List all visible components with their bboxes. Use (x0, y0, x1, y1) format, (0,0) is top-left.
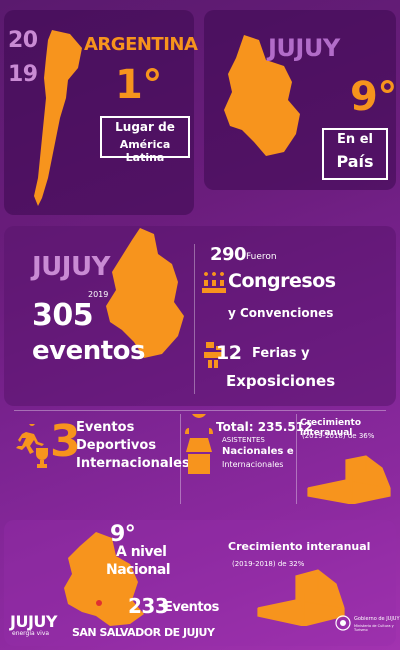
stats-top-line (14, 410, 386, 411)
jujuy-map-icon (224, 35, 300, 156)
events-label: eventos (32, 336, 146, 366)
argentina-rank: 1° (115, 62, 162, 108)
growth-title-1: Crecimiento interanual (300, 418, 362, 438)
city-rank-line1: A nivel (116, 544, 167, 560)
city-events-count: 233 (128, 594, 169, 618)
brand-logo: JUJUY (10, 612, 57, 631)
argentina-rank-box (100, 116, 190, 158)
total-line2: Internacionales (222, 460, 284, 469)
events-jujuy-title: JUJUY (32, 252, 110, 282)
sports-line1: Eventos (76, 420, 135, 435)
stats-divider-1 (180, 414, 181, 504)
fair-icon (204, 342, 222, 368)
congress-line2: y Convenciones (228, 306, 334, 320)
sports-count: 3 (50, 416, 81, 467)
year-bottom: 19 (8, 62, 38, 87)
city-rank-line2: Nacional (106, 562, 171, 578)
jujuy-rank: 9° (350, 74, 397, 120)
gov-line1: Gobierno de JUJUY (354, 616, 400, 622)
year-top: 20 (8, 28, 38, 53)
growth-sub-1: (2019-2018) de 36% (302, 432, 375, 440)
middle-divider (194, 244, 195, 394)
events-count: 305 (32, 298, 94, 333)
country-name: ARGENTINA (84, 34, 198, 55)
rank-label-line1: Lugar de (115, 120, 175, 134)
attendant-icon (185, 414, 213, 474)
growth-sub-2: (2019-2018) de 32% (232, 560, 305, 568)
argentina-map-icon (34, 30, 82, 206)
congress-line1: Congresos (228, 270, 336, 292)
jujuy-title: JUJUY (268, 34, 340, 62)
growth-chart-icon-2 (257, 569, 345, 626)
fairs-line1: Ferias y (252, 346, 310, 361)
congress-count: 290 (210, 244, 247, 265)
city-map-icon (64, 532, 144, 626)
total-sub: ASISTENTES (222, 436, 265, 444)
fairs-line2: Exposiciones (226, 372, 336, 390)
events-year: 2019 (88, 290, 109, 299)
stats-divider-2 (296, 414, 297, 504)
runner-icon (16, 424, 44, 454)
fairs-count: 12 (216, 342, 242, 364)
congress-pre: Fueron (246, 252, 277, 262)
jujuy-label-line1: En el (337, 132, 373, 147)
growth-title-2: Crecimiento interanual (228, 540, 371, 553)
people-icon (202, 272, 226, 293)
jujuy-map-icon-large (106, 228, 184, 358)
city-events-label: Eventos (164, 600, 219, 615)
events-panel (4, 226, 396, 406)
jujuy-label-line2: País (336, 152, 374, 171)
jujuy-rank-box (322, 128, 388, 180)
city-marker (96, 600, 102, 606)
total-line1: Nacionales e (222, 446, 294, 457)
total-attendees: Total: 235.512 (216, 420, 313, 434)
brand-tag: energía viva (12, 630, 50, 637)
sports-line3: Internacionales (76, 456, 190, 471)
trophy-icon (36, 448, 48, 468)
argentina-panel (4, 10, 194, 215)
city-name: SAN SALVADOR DE JUJUY (72, 626, 215, 639)
growth-chart-icon (307, 455, 391, 504)
gov-seal-icon (335, 615, 351, 631)
rank-label-line2: América Latina (119, 138, 171, 164)
city-rank: 9° (110, 522, 136, 547)
gov-line2: Ministerio de Cultura y Turismo (354, 624, 394, 632)
sports-line2: Deportivos (76, 438, 157, 453)
